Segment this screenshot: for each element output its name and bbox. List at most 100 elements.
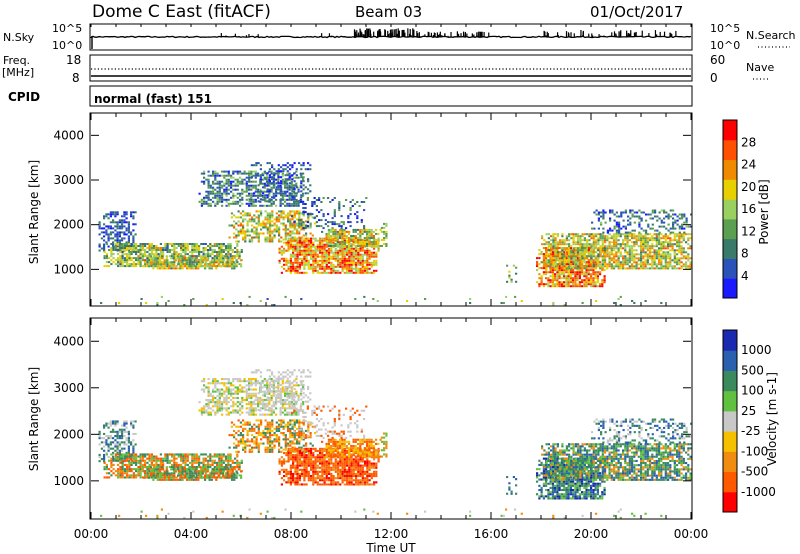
velocity-cell: [123, 424, 126, 427]
power-cell: [542, 285, 545, 288]
power-cell: [569, 279, 572, 282]
power-cell: [282, 210, 285, 213]
power-cell: [257, 214, 260, 217]
velocity-cell: [112, 468, 115, 471]
power-cell: [561, 243, 564, 246]
power-cell: [610, 257, 613, 260]
power-cell: [310, 239, 313, 242]
power-cell: [667, 265, 670, 268]
power-cell: [590, 273, 593, 276]
power-cell: [278, 259, 281, 262]
power-cell: [232, 188, 235, 191]
power-cell: [559, 259, 562, 262]
power-cell: [108, 265, 111, 268]
power-cell: [323, 249, 326, 252]
power-ytick-label: 4000: [53, 128, 84, 142]
power-cell: [334, 239, 337, 242]
power-cell: [180, 255, 183, 258]
power-cell: [366, 237, 369, 239]
power-cell: [277, 168, 280, 171]
power-cell: [685, 263, 688, 266]
power-cell: [214, 182, 217, 185]
power-cell: [235, 236, 238, 239]
power-cell: [640, 245, 643, 248]
power-cell: [585, 273, 588, 276]
power-cell: [298, 232, 301, 235]
power-cell: [469, 302, 472, 304]
power-cell: [283, 251, 286, 254]
power-cell: [563, 275, 566, 278]
power-cell: [662, 241, 665, 244]
power-cell: [559, 253, 562, 256]
power-cell: [232, 170, 235, 173]
power-colorbar-swatch: [723, 159, 737, 180]
power-cell: [660, 245, 663, 248]
power-cell: [261, 172, 264, 175]
power-cell: [622, 257, 625, 260]
power-cell: [132, 211, 135, 214]
power-cell: [287, 218, 290, 221]
power-cell: [577, 249, 580, 252]
power-cell: [343, 243, 346, 245]
power-cell: [139, 253, 142, 256]
power-cell: [312, 249, 315, 252]
power-cell: [123, 257, 126, 260]
power-cell: [563, 251, 566, 253]
power-cell: [255, 162, 258, 165]
power-cell: [270, 172, 273, 175]
power-cell: [563, 304, 566, 306]
power-cell: [576, 271, 579, 274]
power-cell: [238, 255, 241, 258]
power-cell: [321, 255, 324, 258]
power-cell: [572, 281, 575, 284]
power-cell: [655, 243, 658, 246]
power-cell: [653, 257, 656, 260]
power-cell: [624, 243, 627, 246]
power-cell: [307, 265, 310, 268]
power-cell: [660, 233, 663, 236]
velocity-cell: [127, 439, 130, 442]
power-cell: [610, 259, 613, 262]
power-cell: [617, 247, 620, 250]
power-cell: [268, 198, 271, 201]
velocity-cell: [150, 476, 153, 479]
power-cell: [627, 231, 630, 234]
velocity-cell: [141, 463, 144, 466]
power-cell: [260, 210, 263, 213]
power-cell: [328, 255, 331, 258]
velocity-cell: [98, 460, 101, 463]
power-cell: [303, 243, 306, 246]
power-cell: [366, 259, 369, 262]
power-cell: [312, 259, 315, 262]
power-cell: [669, 253, 672, 256]
power-cell: [293, 184, 296, 187]
power-cell: [350, 265, 353, 268]
power-cell: [624, 267, 627, 270]
power-cell: [545, 233, 548, 236]
power-cell: [221, 174, 224, 177]
power-cell: [264, 172, 267, 175]
power-cell: [596, 285, 599, 288]
power-cell: [266, 174, 269, 177]
power-cell: [279, 200, 282, 203]
power-cell: [323, 251, 326, 254]
power-cell: [628, 261, 631, 264]
power-cell: [569, 269, 572, 272]
power-cell: [257, 218, 260, 221]
power-cell: [609, 227, 612, 230]
power-cell: [551, 265, 554, 268]
power-cell: [219, 259, 222, 262]
power-cell: [263, 204, 266, 207]
power-cell: [254, 184, 257, 187]
power-cell: [576, 283, 579, 286]
power-cell: [380, 239, 383, 241]
power-cell: [198, 251, 201, 253]
power-cell: [248, 198, 251, 201]
power-cell: [560, 269, 563, 272]
power-cell: [208, 267, 211, 270]
power-cell: [647, 213, 650, 216]
power-cell: [667, 223, 670, 226]
power-cell: [103, 245, 106, 248]
power-cell: [347, 217, 350, 220]
velocity-cell: [127, 437, 130, 440]
